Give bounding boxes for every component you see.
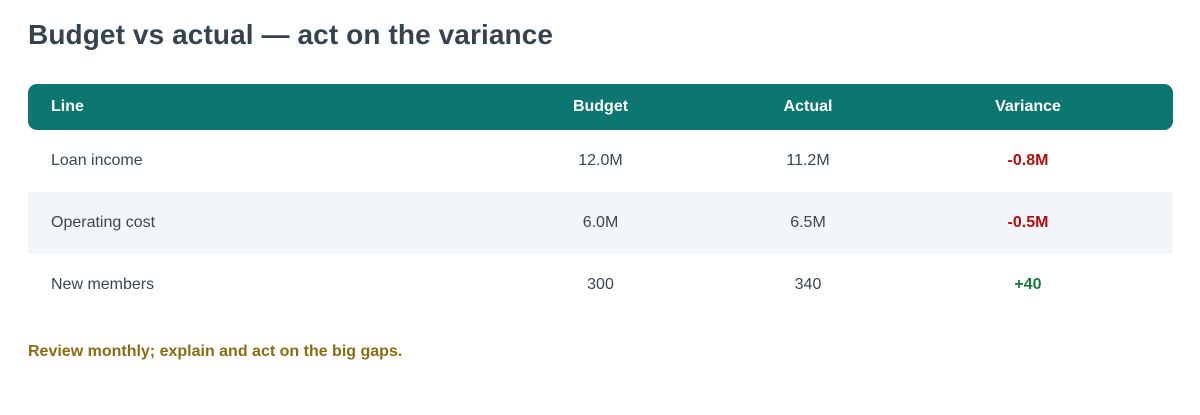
table-row: Operating cost 6.0M 6.5M -0.5M [28, 192, 1173, 254]
cell-actual: 6.5M [790, 214, 826, 231]
variance-table: Line Budget Actual Variance Loan income … [28, 84, 1173, 316]
table-row: Loan income 12.0M 11.2M -0.8M [28, 130, 1173, 192]
cell-actual: 340 [794, 276, 822, 293]
table-row: New members 300 340 +40 [28, 254, 1173, 316]
cell-line: Loan income [51, 152, 143, 169]
page-title: Budget vs actual — act on the variance [28, 19, 554, 50]
cell-actual: 11.2M [786, 152, 830, 169]
table-header-row: Line Budget Actual Variance [28, 84, 1173, 130]
cell-variance: +40 [1014, 276, 1042, 293]
cell-budget: 300 [587, 276, 614, 293]
cell-budget: 6.0M [582, 214, 619, 231]
cell-line: New members [51, 276, 155, 293]
column-header-line: Line [51, 98, 84, 115]
column-header-budget: Budget [572, 98, 629, 115]
column-header-variance: Variance [995, 98, 1061, 115]
cell-budget: 12.0M [578, 152, 623, 169]
cell-line: Operating cost [51, 214, 156, 231]
column-header-actual: Actual [783, 98, 833, 115]
cell-variance: -0.5M [1007, 214, 1049, 231]
footnote: Review monthly; explain and act on the b… [28, 343, 403, 360]
cell-variance: -0.8M [1007, 152, 1049, 169]
